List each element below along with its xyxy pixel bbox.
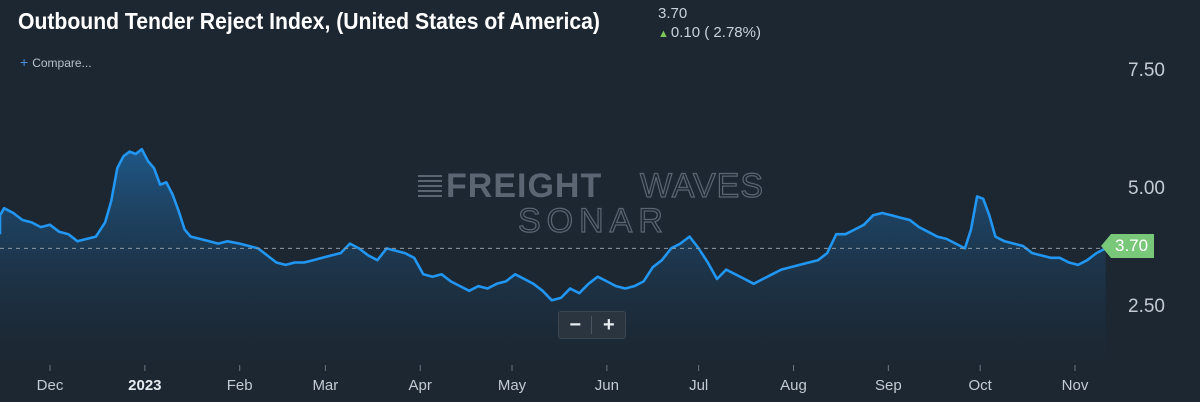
series-line — [0, 147, 1107, 302]
change-percent: ( 2.78%) — [704, 24, 761, 41]
y-tick-label: 2.50 — [1128, 296, 1165, 317]
x-tick-label: Dec — [37, 377, 64, 394]
current-value: 3.70 — [658, 5, 688, 22]
x-tick-label: Apr — [409, 377, 432, 394]
watermark-product: SONAR — [518, 202, 669, 240]
x-axis: Dec 2023 Feb Mar Apr May Jun Jul Aug Sep Oct Nov — [37, 365, 1089, 394]
watermark-brand-light: WAVES — [640, 167, 764, 205]
zoom-in-button[interactable]: + — [602, 314, 615, 336]
x-tick-label: 2023 — [128, 377, 161, 394]
y-axis: 7.50 5.00 2.50 — [1128, 60, 1165, 317]
watermark: FREIGHT WAVES SONAR — [418, 166, 764, 241]
up-arrow-icon: ▲ — [658, 28, 669, 40]
chart-title: Outbound Tender Reject Index, (United St… — [18, 8, 600, 34]
x-tick-label: Mar — [312, 377, 338, 394]
change-value: 0.10 — [670, 24, 701, 41]
x-tick-label: Nov — [1062, 377, 1089, 394]
y-tick-label: 7.50 — [1128, 60, 1165, 81]
compare-button[interactable]: + Compare... — [20, 54, 92, 70]
x-tick-label: Jun — [595, 377, 619, 394]
change-indicator: ▲ 0.10 ( 2.78%) — [658, 24, 761, 41]
series-area — [0, 149, 1106, 365]
x-tick-label: May — [498, 377, 527, 394]
x-tick-label: Aug — [780, 377, 807, 394]
compare-label: Compare... — [32, 56, 92, 70]
zoom-out-button[interactable]: − — [569, 314, 581, 336]
x-tick-label: Feb — [227, 377, 253, 394]
plus-icon: + — [20, 54, 29, 70]
last-value-flag: 3.70 — [1101, 234, 1155, 258]
watermark-brand-bold: FREIGHT — [446, 167, 602, 205]
x-tick-label: Sep — [875, 377, 902, 394]
x-tick-label: Oct — [968, 377, 992, 394]
y-tick-label: 5.00 — [1128, 178, 1165, 199]
watermark-logo-icon — [418, 175, 442, 197]
x-tick-label: Jul — [689, 377, 708, 394]
zoom-controls: − + — [558, 311, 626, 339]
zoom-divider — [591, 316, 593, 334]
